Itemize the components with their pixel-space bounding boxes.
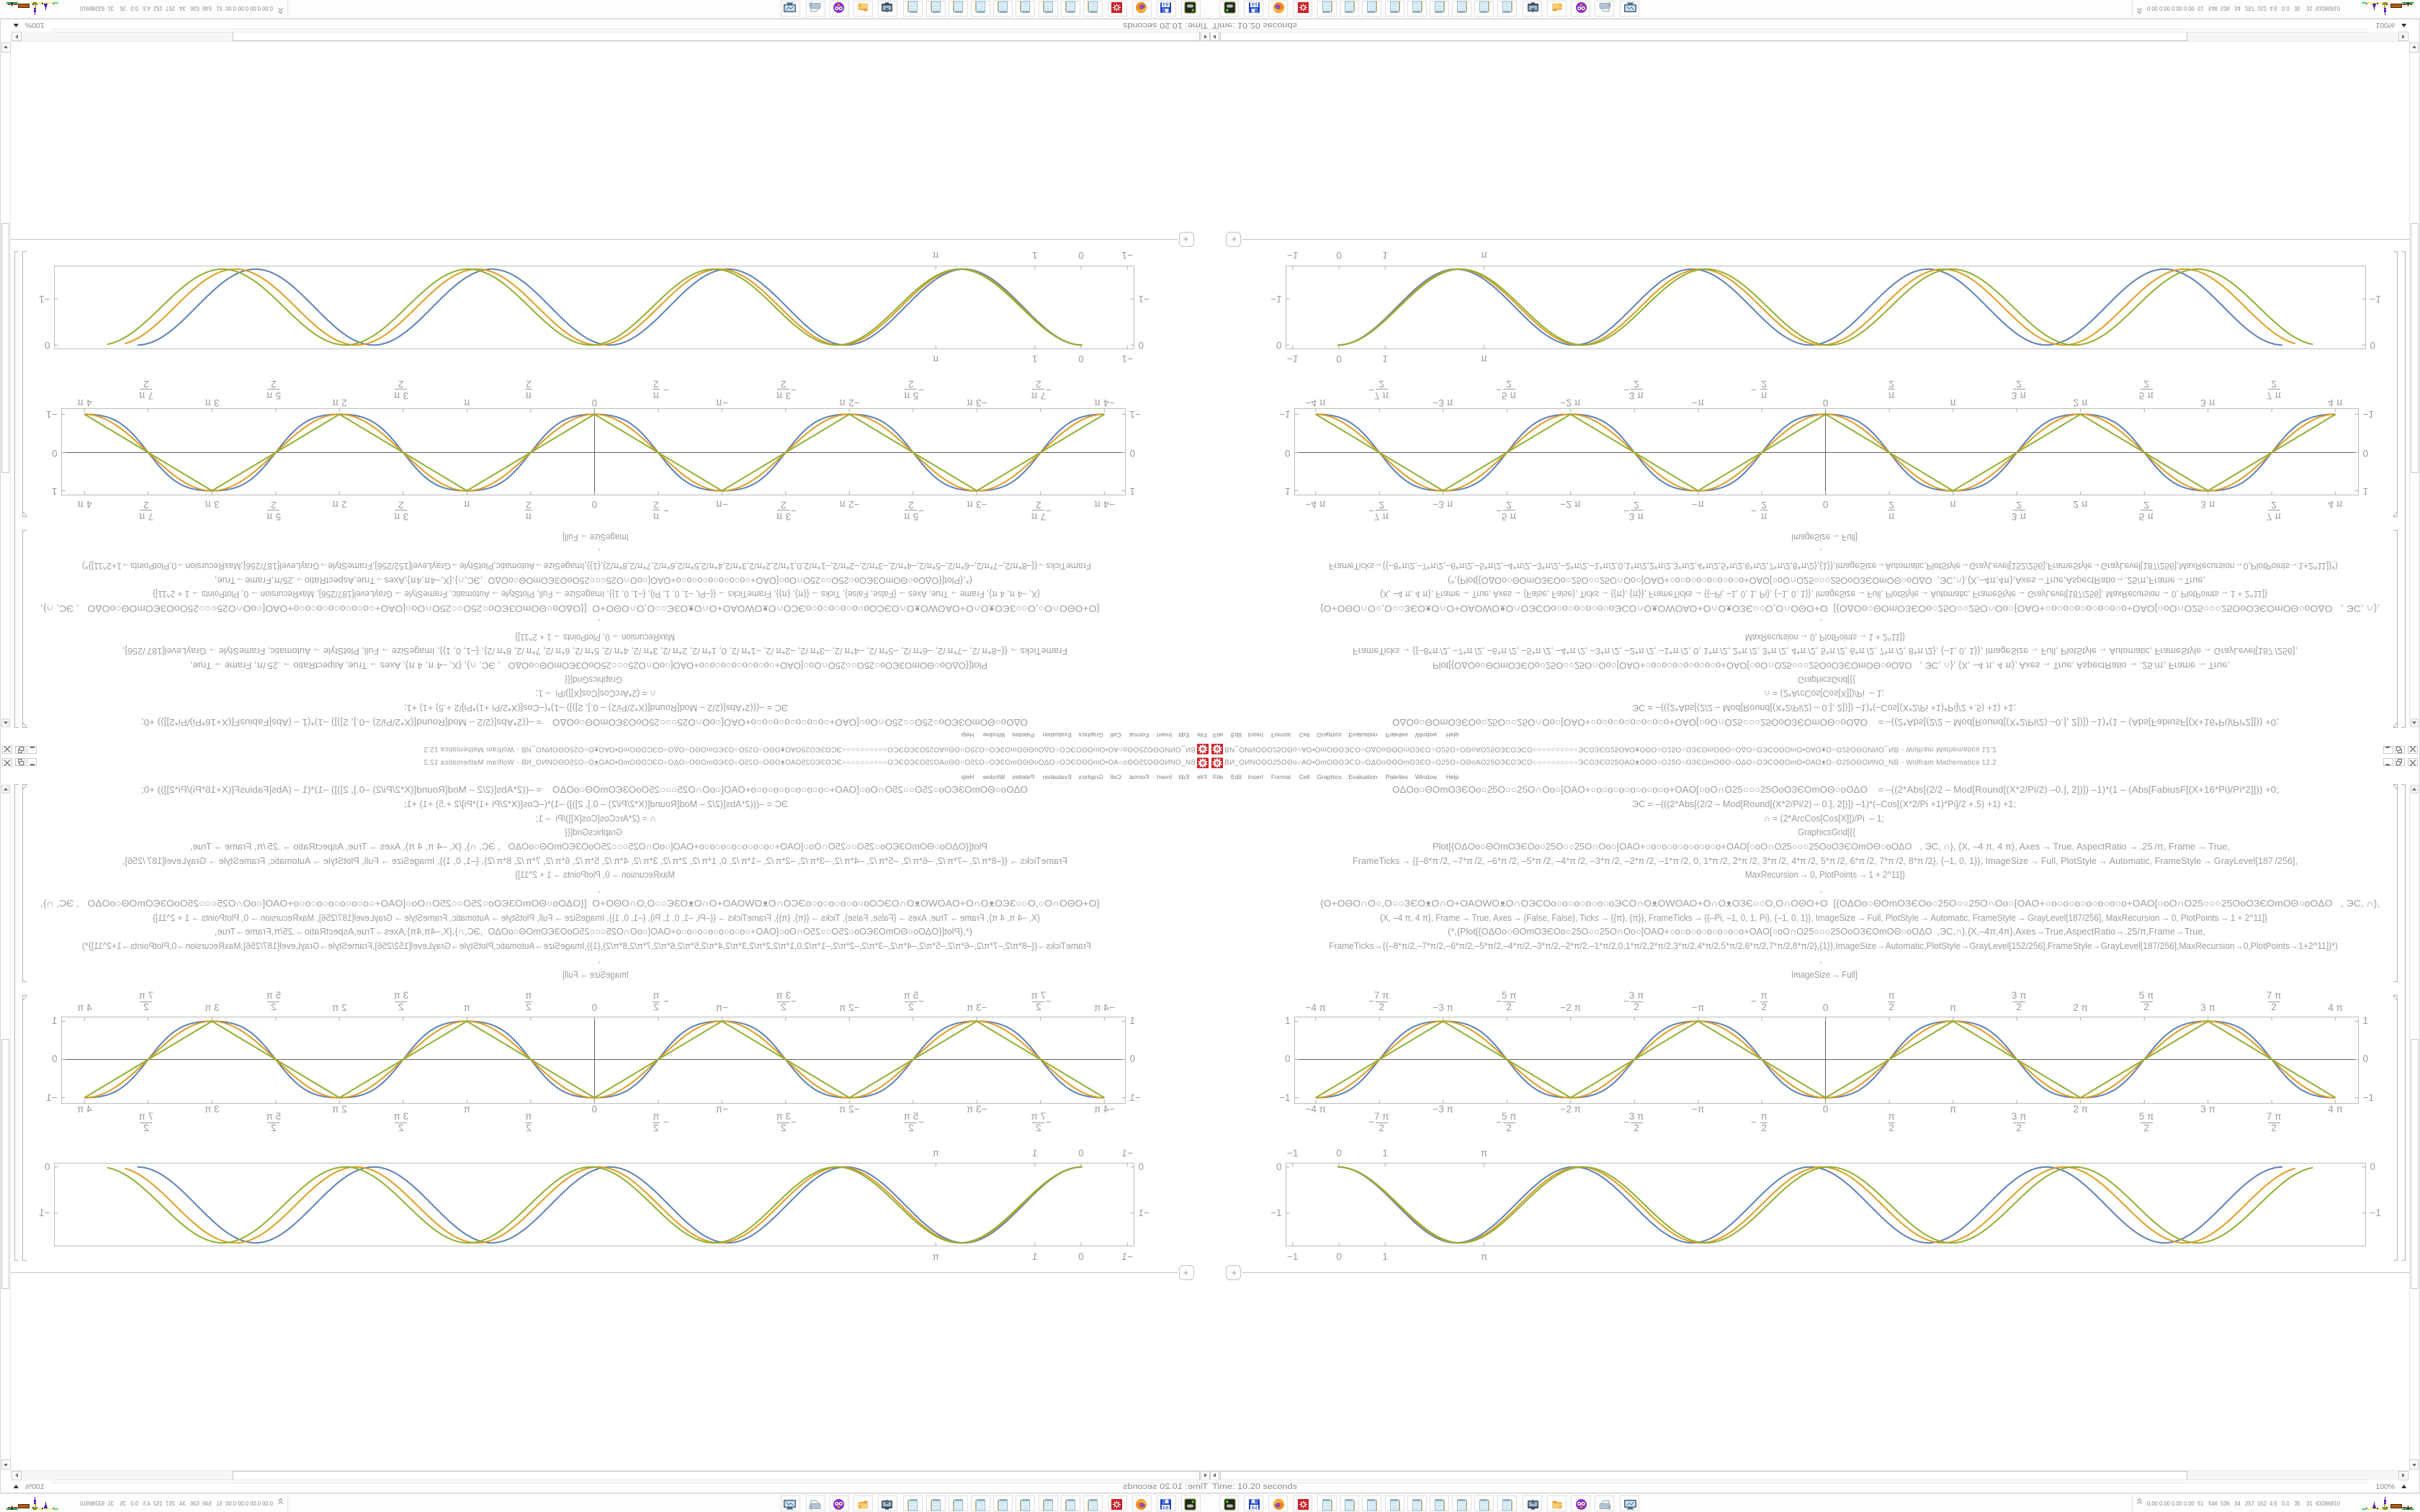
- svg-text:64: 64: [1162, 2, 1168, 7]
- svg-text:64: 64: [1252, 1506, 1258, 1511]
- svg-text:64: 64: [1252, 2, 1258, 7]
- svg-text:64: 64: [1162, 1506, 1168, 1511]
